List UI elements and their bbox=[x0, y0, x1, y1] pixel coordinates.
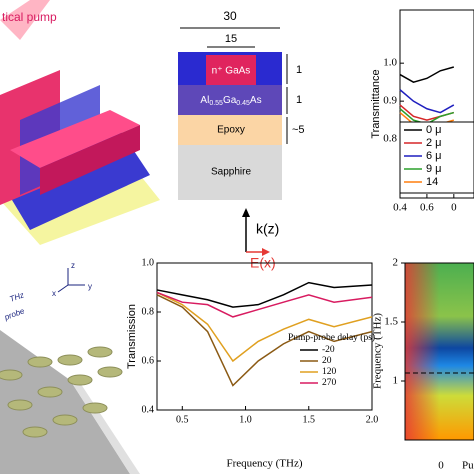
x-tick-label: 0 bbox=[451, 202, 457, 214]
y-tick-label: 2 bbox=[393, 257, 399, 269]
text: Ga bbox=[223, 95, 237, 106]
thickness-label: 1 bbox=[296, 94, 302, 106]
series-line bbox=[156, 291, 373, 363]
legend-label: 20 bbox=[322, 356, 332, 366]
layer-label: Al0.55Ga0.45As bbox=[200, 95, 261, 107]
layer-label: Sapphire bbox=[211, 167, 251, 178]
legend-label: 14 bbox=[426, 176, 438, 188]
x-tick-label: 0.6 bbox=[420, 202, 434, 214]
legend-title: Pump-probe delay (ps) bbox=[288, 332, 375, 343]
layer-diagram: 30 15 n⁺ GaAs Al0.55Ga0.45As Epoxy Sapph… bbox=[178, 9, 305, 271]
heatmap-image bbox=[405, 263, 474, 440]
y-axis-label: Frequency (THz) bbox=[372, 313, 384, 389]
text: Al bbox=[200, 95, 209, 106]
text: 0.55 bbox=[209, 100, 223, 107]
plot-frame bbox=[399, 9, 474, 199]
layer-label: Epoxy bbox=[217, 125, 245, 136]
plot-frame bbox=[156, 262, 373, 411]
y-tick-label: 0.9 bbox=[383, 95, 397, 107]
x-tick-label: 1.0 bbox=[239, 414, 252, 425]
y-tick-label: 1 bbox=[393, 375, 399, 387]
heatmap: Frequency (THz) 0 Pu bbox=[372, 262, 474, 472]
x-tick-label: 0.4 bbox=[393, 202, 407, 214]
y-tick-label: 0.8 bbox=[142, 306, 155, 317]
axis-label: y bbox=[88, 282, 92, 291]
layer bbox=[178, 115, 282, 145]
series-line bbox=[399, 104, 455, 121]
text: As bbox=[250, 95, 262, 106]
x-axis-label: Frequency (THz) bbox=[226, 458, 302, 470]
series-line bbox=[156, 294, 373, 387]
y-tick-label: 1.5 bbox=[384, 316, 398, 328]
probe-illustration: z x y THz probe bbox=[0, 261, 140, 474]
legend-label: 9 μ bbox=[426, 163, 442, 175]
series-line bbox=[156, 291, 373, 318]
series-line bbox=[399, 66, 455, 83]
pump-label: tical pump bbox=[2, 10, 57, 24]
layer-label: n⁺ GaAs bbox=[212, 66, 251, 77]
series-line bbox=[156, 281, 373, 308]
y-tick-label: 0.6 bbox=[142, 355, 155, 366]
legend-label: 6 μ bbox=[426, 150, 442, 162]
legend-label: 120 bbox=[322, 367, 337, 377]
layer bbox=[178, 85, 282, 115]
x-tick-label: 2.0 bbox=[366, 414, 379, 425]
layer bbox=[206, 55, 256, 85]
legend-box bbox=[399, 121, 474, 194]
thickness-label: 1 bbox=[296, 64, 302, 76]
pump-illustration: tical pump bbox=[0, 0, 160, 245]
legend-label: 270 bbox=[322, 378, 337, 388]
y-tick-label: 0.8 bbox=[383, 133, 397, 145]
y-axis-label: Transmission bbox=[126, 304, 138, 369]
y-tick-label: 1.0 bbox=[142, 257, 155, 268]
series-line bbox=[399, 89, 455, 114]
k-label: k(z) bbox=[256, 221, 279, 237]
beam-label: THz bbox=[8, 290, 25, 303]
beam-label: probe bbox=[2, 306, 26, 322]
width-label: 30 bbox=[223, 9, 237, 23]
layer bbox=[178, 145, 282, 200]
y-tick-label: 1.0 bbox=[383, 57, 397, 69]
x-tick-label: 1.5 bbox=[303, 414, 316, 425]
legend-label: 2 μ bbox=[426, 137, 442, 149]
x-tick-label: Pu bbox=[462, 460, 474, 472]
frame bbox=[404, 262, 474, 441]
axis-label: z bbox=[71, 261, 75, 270]
legend-label: 0 μ bbox=[426, 124, 442, 136]
thickness-label: ~5 bbox=[292, 124, 305, 136]
text: 0.45 bbox=[236, 100, 250, 107]
x-tick-label: 0.5 bbox=[176, 414, 189, 425]
y-tick-label: 0.4 bbox=[142, 404, 155, 415]
x-tick-label: 0 bbox=[438, 460, 444, 472]
legend-label: -20 bbox=[322, 345, 335, 355]
y-axis-label: Transmittance bbox=[370, 69, 382, 138]
axis-label: x bbox=[52, 289, 56, 298]
width-label: 15 bbox=[225, 33, 237, 45]
